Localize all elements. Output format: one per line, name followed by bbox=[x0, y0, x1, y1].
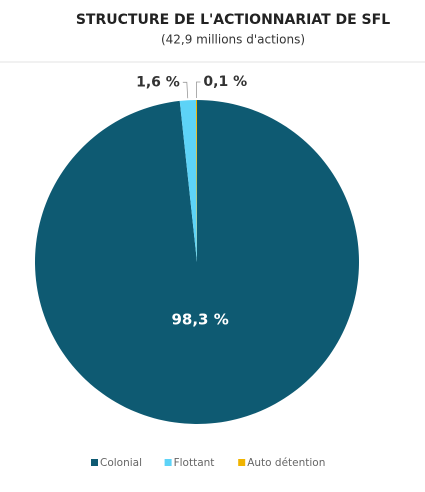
legend-swatch bbox=[164, 459, 172, 466]
legend-swatch bbox=[238, 459, 246, 466]
leader-line bbox=[196, 81, 201, 99]
chart-subtitle: (42,9 millions d'actions) bbox=[161, 33, 305, 47]
pie-slice bbox=[195, 100, 197, 262]
legend-label: Flottant bbox=[174, 457, 215, 469]
pie-slice bbox=[179, 100, 197, 262]
data-label: 1,6 % bbox=[136, 74, 180, 90]
legend-label: Colonial bbox=[100, 457, 142, 469]
chart-title: STRUCTURE DE L'ACTIONNARIAT DE SFL bbox=[76, 12, 390, 28]
legend-swatch bbox=[91, 459, 98, 466]
leader-line bbox=[182, 81, 189, 99]
legend-label: Auto détention bbox=[247, 457, 325, 469]
data-label: 0,1 % bbox=[203, 74, 247, 90]
pie-slice bbox=[35, 100, 360, 425]
data-label: 98,3 % bbox=[171, 311, 228, 329]
